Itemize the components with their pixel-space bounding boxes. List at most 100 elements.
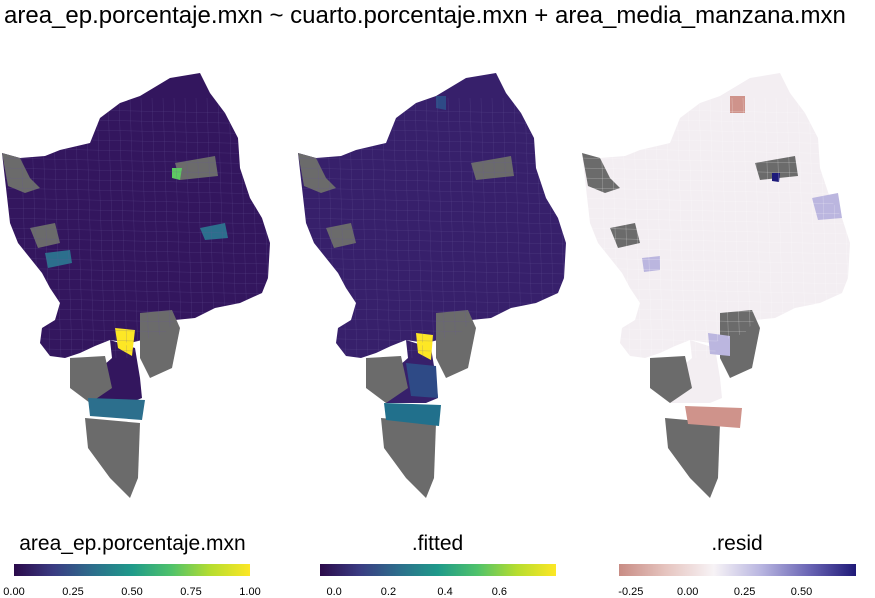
street-line bbox=[2, 267, 270, 275]
na-region-south-east bbox=[140, 310, 180, 378]
street-line bbox=[2, 257, 270, 265]
street-line bbox=[731, 97, 741, 359]
street-line bbox=[403, 97, 413, 359]
highlight-blocks bbox=[642, 96, 842, 428]
street-line bbox=[480, 97, 490, 359]
color-bar bbox=[14, 564, 250, 576]
tick-label: 0.2 bbox=[380, 586, 397, 598]
na-region-tail bbox=[665, 418, 720, 498]
street-line bbox=[298, 187, 566, 195]
street-line bbox=[2, 187, 270, 195]
street-line bbox=[582, 167, 850, 175]
street-line bbox=[298, 207, 566, 215]
observed-map bbox=[2, 73, 270, 498]
street-line bbox=[582, 197, 850, 205]
street-line bbox=[392, 97, 402, 359]
navy-block bbox=[772, 173, 780, 182]
tick-label: -0.25 bbox=[618, 586, 644, 598]
na-region-south-east bbox=[436, 310, 476, 378]
tick-label: 0.75 bbox=[180, 586, 202, 598]
street-line bbox=[2, 157, 270, 165]
missing-data-areas bbox=[298, 153, 514, 498]
na-region-south-west bbox=[366, 356, 408, 403]
color-bar bbox=[619, 564, 856, 576]
na-region-west bbox=[2, 153, 40, 193]
color-bar bbox=[320, 564, 556, 576]
street-line bbox=[298, 247, 566, 255]
street-line bbox=[298, 157, 566, 165]
city-main-area bbox=[582, 73, 850, 358]
street-line bbox=[298, 237, 566, 245]
na-region-southwest bbox=[610, 223, 640, 248]
street-line bbox=[173, 97, 183, 359]
street-line bbox=[742, 97, 752, 359]
teal-band bbox=[384, 403, 441, 426]
street-line bbox=[582, 187, 850, 195]
tick-label: 0.25 bbox=[733, 586, 756, 598]
street-line bbox=[676, 97, 686, 359]
legend-title: .fitted bbox=[411, 532, 464, 555]
legend-title: area_ep.porcentaje.mxn bbox=[19, 532, 246, 555]
street-line bbox=[582, 217, 850, 225]
na-region-west bbox=[298, 153, 336, 193]
yellow-block bbox=[115, 328, 135, 356]
street-line bbox=[2, 237, 270, 245]
city-main-area bbox=[298, 73, 566, 358]
street-line bbox=[298, 267, 566, 275]
lavender-blocks bbox=[642, 193, 842, 356]
street-line bbox=[2, 227, 270, 235]
street-line bbox=[582, 207, 850, 215]
street-line bbox=[129, 97, 139, 359]
na-region-northeast bbox=[175, 156, 218, 180]
tick-label: 0.00 bbox=[3, 586, 25, 598]
tick-label: 1.00 bbox=[239, 586, 261, 598]
tick-label: 0.25 bbox=[62, 586, 84, 598]
city-main-area bbox=[2, 73, 270, 358]
street-line bbox=[2, 177, 270, 185]
street-line bbox=[458, 97, 468, 359]
street-line bbox=[298, 227, 566, 235]
street-line bbox=[2, 247, 270, 255]
street-line bbox=[107, 97, 117, 359]
legend-title: .resid bbox=[711, 532, 763, 555]
missing-data-areas bbox=[2, 153, 218, 498]
street-line bbox=[582, 177, 850, 185]
street-line bbox=[140, 97, 150, 359]
fitted-map bbox=[298, 73, 566, 498]
highlight-blocks bbox=[45, 168, 228, 420]
street-line bbox=[96, 97, 106, 359]
na-region-south-east bbox=[720, 310, 760, 378]
blue-blocks bbox=[406, 96, 446, 398]
tick-label: 0.4 bbox=[437, 586, 453, 598]
na-region-south-west bbox=[650, 356, 692, 403]
tick-label: 0.00 bbox=[677, 586, 699, 598]
green-block bbox=[172, 168, 182, 180]
street-line bbox=[414, 97, 424, 359]
na-region-tail bbox=[381, 418, 436, 498]
street-line bbox=[184, 97, 194, 359]
na-region-northeast bbox=[755, 156, 798, 180]
na-region-northeast bbox=[471, 156, 514, 180]
residual-map bbox=[582, 73, 850, 498]
street-line bbox=[582, 247, 850, 255]
street-line bbox=[298, 167, 566, 175]
na-region-tail bbox=[85, 418, 140, 498]
street-line bbox=[298, 197, 566, 205]
street-line bbox=[582, 257, 850, 265]
tick-label: 0.0 bbox=[326, 586, 342, 598]
street-line bbox=[118, 97, 128, 359]
highlight-blocks bbox=[384, 96, 446, 426]
missing-data-areas bbox=[582, 153, 798, 498]
street-line bbox=[298, 257, 566, 265]
street-line bbox=[151, 97, 161, 359]
street-line bbox=[162, 97, 172, 359]
tick-label: 0.50 bbox=[790, 586, 813, 598]
street-line bbox=[753, 97, 763, 359]
street-line bbox=[2, 167, 270, 175]
street-line bbox=[469, 97, 479, 359]
street-line bbox=[720, 97, 730, 359]
street-line bbox=[764, 97, 774, 359]
observed-legend: area_ep.porcentaje.mxn 0.00 0.25 0.50 0.… bbox=[0, 532, 265, 598]
yellow-block bbox=[416, 333, 433, 360]
street-line bbox=[425, 97, 435, 359]
